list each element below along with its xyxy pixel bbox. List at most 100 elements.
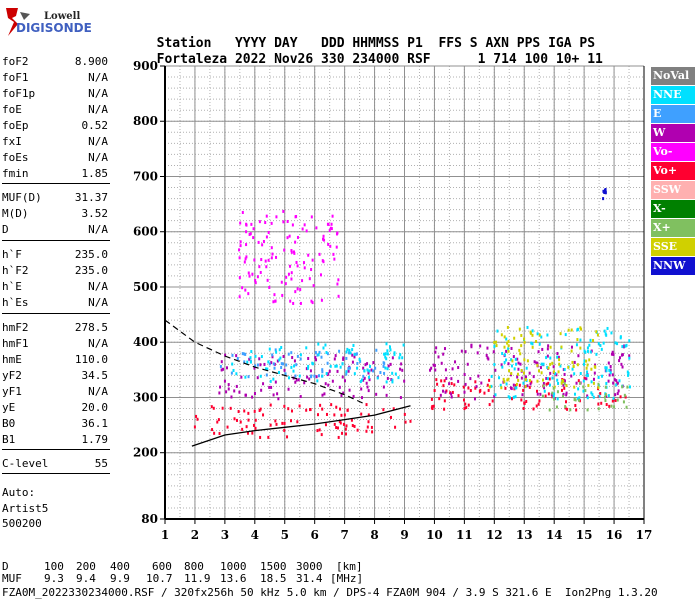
echo-point [488,385,491,389]
echo-point [223,379,226,383]
echo-point [213,431,216,435]
echo-point [267,258,270,262]
echo-point [565,400,568,404]
echo-point [604,366,607,370]
echo-point [573,392,576,396]
echo-point [270,221,273,225]
echo-point [597,402,600,406]
echo-point [330,222,333,226]
echo-point [517,367,520,371]
echo-point [248,274,251,278]
echo-point [360,412,363,416]
echo-point [337,435,340,439]
echo-point [585,377,588,381]
echo-point [274,419,277,423]
echo-point [259,270,262,274]
param-row: foF1p N/A [2,87,108,101]
echo-point [307,356,310,360]
param-row: foE N/A [2,103,108,117]
echo-point [573,398,576,402]
echo-point [451,367,454,371]
echo-point [305,229,308,233]
param-row: B0 36.1 [2,417,108,431]
echo-point [506,378,509,382]
echo-point [268,285,271,289]
echo-point [253,366,256,370]
legend-item: X- [651,200,695,218]
echo-point [288,264,291,268]
echo-point [290,409,293,413]
echo-point [397,376,400,380]
echo-point [316,429,319,433]
echo-point [442,389,445,393]
echo-point [548,377,551,381]
echo-point [293,364,296,368]
echo-point [289,299,292,303]
echo-point [315,358,318,362]
echo-point [235,418,238,422]
echo-point [291,356,294,360]
echo-point [536,361,539,365]
echo-point [287,272,290,276]
echo-point [256,376,259,380]
echo-point [348,388,351,392]
echo-point [321,374,324,378]
echo-point [303,381,306,385]
echo-point [283,428,286,432]
echo-point [464,382,467,386]
y-tick-label: 500 [133,280,158,294]
echo-point [532,375,535,379]
param-row: h`E N/A [2,280,108,294]
x-tick-label: 2 [191,528,199,542]
echo-point [605,403,608,407]
echo-point [270,361,273,365]
echo-point [563,367,566,371]
echo-point [530,341,533,345]
echo-point [569,408,572,412]
echo-point [290,249,293,253]
echo-point [290,277,293,281]
echo-point [294,290,297,294]
echo-point [487,357,490,361]
echo-point [251,395,254,399]
echo-point [292,301,295,305]
echo-point [241,352,244,356]
x-tick-label: 11 [456,528,473,542]
echo-point [245,222,248,226]
echo-point [531,345,534,349]
echo-point [501,365,504,369]
echo-point [445,376,448,380]
echo-point [540,371,543,375]
echo-point [318,252,321,256]
echo-point [296,354,299,358]
echo-point [595,352,598,356]
header-label-day: DAY [274,36,298,51]
x-tick-label: 9 [400,528,408,542]
echo-point [229,406,232,410]
echo-point [254,364,257,368]
param-row: yF1 N/A [2,385,108,399]
echo-point [258,220,261,224]
echo-point [578,398,581,402]
echo-point [556,397,559,401]
param-row: foF2 8.900 [2,55,108,69]
echo-point [521,393,524,397]
param-name: foEs [2,151,29,164]
echo-point [585,366,588,370]
param-name: fxI [2,135,22,148]
echo-point [226,425,229,429]
echo-point [599,343,602,347]
echo-point [551,391,554,395]
echo-point [324,382,327,386]
echo-point [457,366,460,370]
echo-point [270,246,273,250]
param-value: 1.79 [81,433,109,446]
y-tick-label: 700 [133,169,158,183]
echo-point [586,370,589,374]
echo-point [347,369,350,373]
echo-point [385,342,388,346]
echo-point [503,345,506,349]
echo-point [520,398,523,402]
echo-point [502,377,505,381]
